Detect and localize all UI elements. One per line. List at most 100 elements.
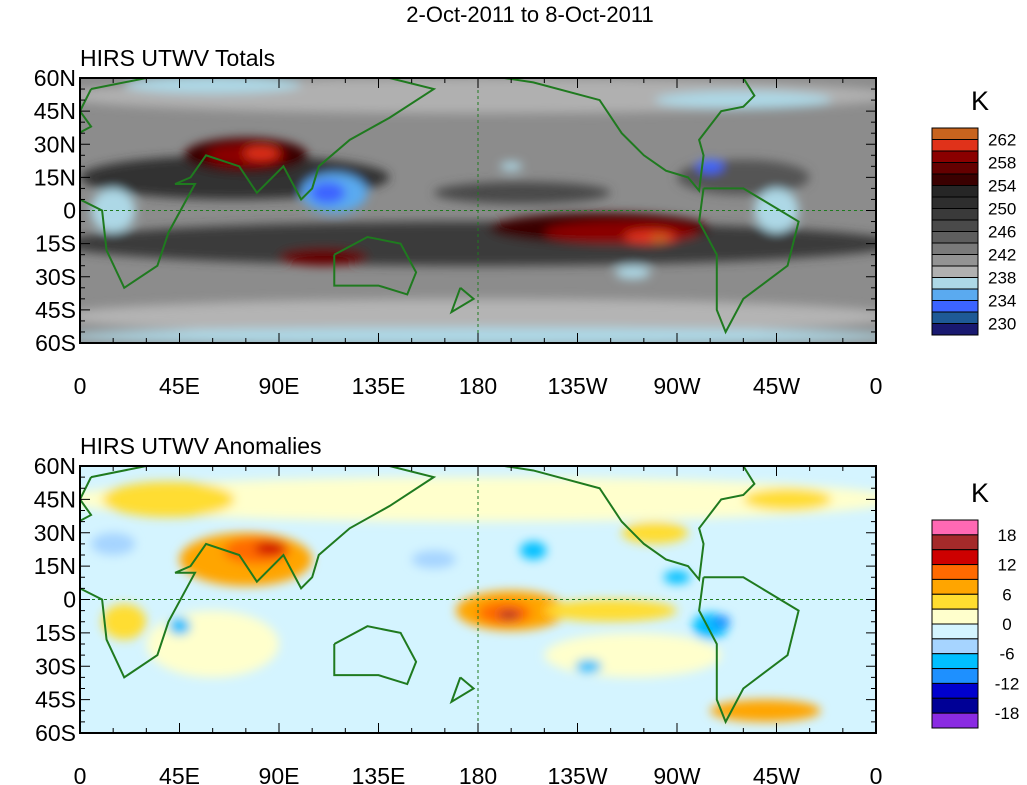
field-contour: [80, 298, 876, 335]
y-tick-label: 60S: [35, 720, 76, 746]
field-contour: [243, 146, 279, 160]
field-contour: [677, 159, 810, 196]
colorbar-box: [931, 549, 979, 566]
colorbar-box: [931, 712, 979, 729]
y-tick-label: 0: [63, 198, 76, 224]
totals-panel: HIRS UTWV Totals 0 45E 90E 135E 180 135W 90W 45W…: [34, 45, 1017, 399]
x-tick-label: 135E: [352, 763, 406, 785]
colorbar-label: 246: [988, 223, 1016, 242]
colorbar-label: 258: [988, 154, 1016, 173]
field-contour: [654, 91, 832, 109]
colorbar-box: [931, 638, 979, 655]
y-tick-label: 15S: [35, 620, 76, 646]
field-contour: [623, 230, 677, 244]
field-contour: [575, 659, 602, 673]
colorbar-box: [931, 219, 979, 232]
y-tick-label: 30N: [34, 520, 76, 546]
field-contour: [544, 599, 678, 622]
y-tick-label: 30S: [35, 264, 76, 290]
x-tick-label: 180: [459, 373, 497, 399]
y-tick-label: 15N: [34, 553, 76, 579]
colorbar-box: [931, 623, 979, 640]
units-label: K: [971, 86, 989, 116]
y-tick-label: 45S: [35, 297, 76, 323]
colorbar-label: -18: [995, 704, 1020, 723]
units-label: K: [971, 478, 989, 508]
colorbar-label: 250: [988, 200, 1016, 219]
colorbar-box: [931, 697, 979, 714]
x-tick-label: 90E: [259, 373, 300, 399]
field-contour: [124, 78, 302, 94]
x-tick-label: 0: [870, 373, 883, 399]
coastline: [333, 235, 418, 296]
colorbar-box: [931, 196, 979, 209]
figure-title: 2-Oct-2011 to 8-Oct-2011: [406, 2, 653, 27]
field-contour: [102, 603, 147, 640]
colorbar-box: [931, 265, 979, 278]
y-tick-label: 60N: [34, 453, 76, 479]
x-tick-label: 0: [74, 763, 87, 785]
colorbar-box: [931, 608, 979, 625]
colorbar-box: [931, 150, 979, 163]
panel-title: HIRS UTWV Anomalies: [80, 433, 322, 459]
colorbar-label: 262: [988, 131, 1016, 150]
colorbar-label: -12: [995, 674, 1020, 693]
field-contour: [309, 181, 346, 204]
x-tick-label: 135W: [547, 373, 607, 399]
colorbar-box: [931, 173, 979, 186]
field-contour: [254, 541, 286, 555]
field-contour: [411, 550, 456, 569]
colorbar-box: [931, 564, 979, 580]
x-tick-label: 90W: [653, 763, 701, 785]
colorbar-box: [931, 311, 979, 324]
colorbar-box: [931, 653, 979, 670]
colorbar-box: [931, 288, 979, 301]
panel-title: HIRS UTWV Totals: [80, 45, 275, 71]
field-contour: [80, 477, 876, 522]
colorbar-label: 234: [988, 292, 1016, 311]
field-contour: [663, 570, 691, 584]
field-contour: [710, 699, 821, 722]
x-tick-label: 45E: [159, 373, 200, 399]
colorbar-box: [931, 127, 979, 140]
colorbar-box: [931, 300, 979, 313]
y-tick-label: 15S: [35, 231, 76, 257]
coastline: [504, 78, 756, 194]
field-contour: [615, 265, 651, 279]
colorbar-label: 18: [998, 526, 1017, 545]
y-tick-label: 30N: [34, 131, 76, 157]
coastline: [449, 676, 476, 705]
colorbar-box: [931, 593, 979, 610]
field-contour: [650, 234, 669, 244]
y-tick-label: 15N: [34, 164, 76, 190]
field-contour: [102, 481, 235, 518]
field-contour: [743, 488, 832, 511]
colorbar-box: [931, 208, 979, 221]
colorbar-box: [931, 519, 979, 536]
y-tick-label: 45S: [35, 687, 76, 713]
colorbar-box: [931, 242, 979, 255]
map-field: [80, 78, 876, 343]
colorbar-box: [931, 277, 979, 290]
colorbar-label: 0: [1002, 615, 1011, 634]
coastline: [80, 466, 437, 679]
field-contour: [91, 532, 136, 555]
x-tick-label: 135W: [547, 763, 607, 785]
coastline: [698, 187, 800, 335]
y-tick-label: 60N: [34, 65, 76, 91]
field-contour: [433, 181, 611, 204]
coastline: [449, 287, 476, 315]
field-contour: [91, 188, 136, 233]
y-tick-label: 45N: [34, 98, 76, 124]
map-field: [80, 466, 876, 733]
colorbar-box: [931, 231, 979, 244]
colorbar-box: [931, 185, 979, 198]
colorbar-box: [931, 534, 979, 551]
colorbar-label: 230: [988, 315, 1016, 334]
field-contour: [544, 632, 722, 678]
field-contour: [500, 161, 523, 171]
field-contour: [497, 610, 521, 620]
colorbar-label: 238: [988, 269, 1016, 288]
